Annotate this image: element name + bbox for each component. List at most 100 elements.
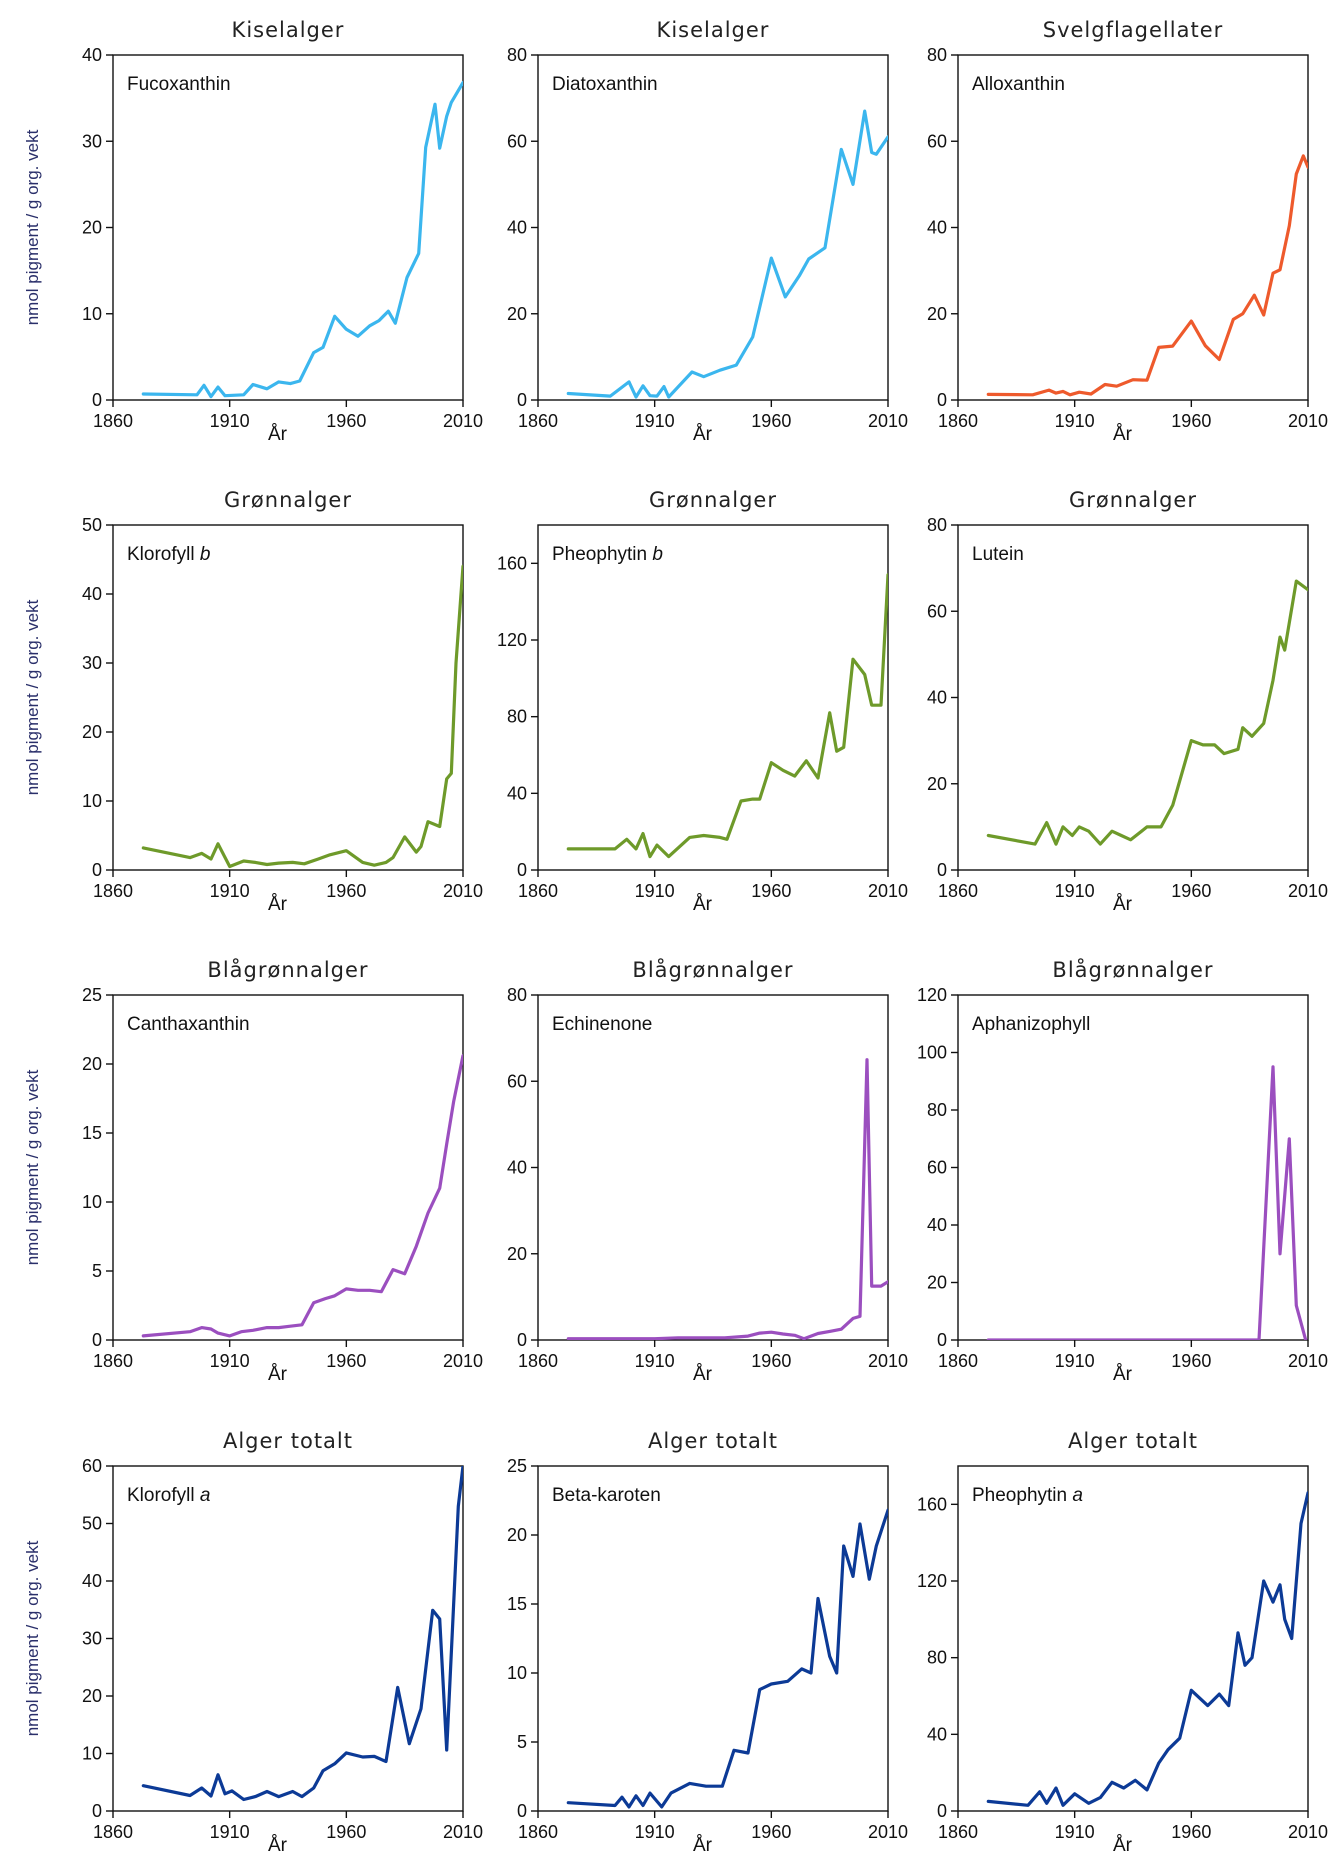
x-tick-label: 1960 xyxy=(326,1822,366,1842)
y-tick-label: 20 xyxy=(82,1054,102,1074)
x-tick-label: 2010 xyxy=(1288,1822,1328,1842)
plot-frame xyxy=(957,1465,1309,1812)
panel-title: Kiselalger xyxy=(657,18,770,42)
panel-title: Blågrønnalger xyxy=(207,957,368,982)
x-tick-label: 1910 xyxy=(1055,411,1095,431)
y-tick-label: 0 xyxy=(517,860,527,880)
y-axis-label: nmol pigment / g org. vekt xyxy=(23,1540,42,1736)
series-label: Diatoxanthin xyxy=(552,74,658,95)
x-axis-label: År xyxy=(1113,1364,1133,1385)
y-tick-label: 60 xyxy=(507,131,527,151)
chart-panel: 0 5 10 15 20 25 1860 1910 1960 2010 År Blågrønnalge… xyxy=(23,957,483,1385)
x-tick-label: 1960 xyxy=(326,881,366,901)
series-label: Klorofyll a xyxy=(127,1485,210,1506)
chart-panel: 0 5 10 15 20 25 1860 1910 1960 2010 År Alger totalt… xyxy=(507,1429,908,1856)
plot-frame xyxy=(112,524,464,871)
x-tick-label: 1910 xyxy=(1055,881,1095,901)
x-tick-label: 1960 xyxy=(751,1822,791,1842)
y-tick-label: 0 xyxy=(517,1330,527,1350)
series-label: Alloxanthin xyxy=(972,74,1065,95)
x-axis-label: År xyxy=(268,1835,288,1856)
y-tick-label: 80 xyxy=(927,45,947,65)
y-tick-label: 40 xyxy=(82,45,102,65)
y-tick-label: 40 xyxy=(507,1158,527,1178)
y-tick-label: 0 xyxy=(937,860,947,880)
y-tick-label: 0 xyxy=(517,390,527,410)
series-label: Pheophytin a xyxy=(972,1485,1083,1506)
y-tick-label: 0 xyxy=(937,1801,947,1821)
y-axis-label: nmol pigment / g org. vekt xyxy=(23,599,42,795)
y-tick-label: 20 xyxy=(927,304,947,324)
y-tick-label: 80 xyxy=(927,1100,947,1120)
data-series-line xyxy=(986,579,1308,846)
x-tick-label: 1860 xyxy=(93,411,133,431)
y-tick-label: 40 xyxy=(507,218,527,238)
plot-frame xyxy=(112,54,464,401)
x-tick-label: 1910 xyxy=(635,1822,675,1842)
series-label: Echinenone xyxy=(552,1014,652,1035)
panel-title: Grønnalger xyxy=(649,488,777,512)
x-tick-label: 2010 xyxy=(443,1822,483,1842)
y-tick-label: 80 xyxy=(507,707,527,727)
series-label: Fucoxanthin xyxy=(127,74,231,95)
x-tick-label: 1960 xyxy=(1171,411,1211,431)
y-tick-label: 60 xyxy=(927,601,947,621)
plot-frame xyxy=(537,54,889,401)
data-series-line xyxy=(566,1508,888,1809)
panel-title: Blågrønnalger xyxy=(632,957,793,982)
y-tick-label: 15 xyxy=(82,1123,102,1143)
series-label: Aphanizophyll xyxy=(972,1014,1090,1035)
series-label: Canthaxanthin xyxy=(127,1014,250,1035)
y-tick-label: 80 xyxy=(507,45,527,65)
y-tick-label: 0 xyxy=(92,860,102,880)
panel-title: Alger totalt xyxy=(648,1429,778,1453)
y-tick-label: 40 xyxy=(927,1215,947,1235)
x-tick-label: 1960 xyxy=(751,411,791,431)
y-tick-label: 80 xyxy=(507,985,527,1005)
x-tick-label: 2010 xyxy=(1288,411,1328,431)
y-axis-label: nmol pigment / g org. vekt xyxy=(23,1069,42,1265)
x-tick-label: 2010 xyxy=(443,881,483,901)
x-axis-label: År xyxy=(693,1364,713,1385)
y-tick-label: 10 xyxy=(82,1192,102,1212)
plot-frame xyxy=(112,1465,464,1812)
x-tick-label: 1860 xyxy=(518,411,558,431)
y-tick-label: 10 xyxy=(82,304,102,324)
y-tick-label: 40 xyxy=(82,584,102,604)
y-tick-label: 60 xyxy=(927,1158,947,1178)
x-tick-label: 1960 xyxy=(326,411,366,431)
x-tick-label: 1910 xyxy=(635,1351,675,1371)
y-tick-label: 10 xyxy=(507,1663,527,1683)
y-tick-label: 60 xyxy=(82,1456,102,1476)
series-label: Beta-karoten xyxy=(552,1485,661,1506)
chart-panel: 0 20 40 60 80 1860 1910 1960 2010 År Blågrønnalger… xyxy=(507,957,908,1385)
x-tick-label: 1860 xyxy=(938,881,978,901)
data-series-line xyxy=(566,109,888,399)
x-tick-label: 1910 xyxy=(1055,1351,1095,1371)
y-tick-label: 40 xyxy=(927,688,947,708)
y-tick-label: 120 xyxy=(917,1571,947,1591)
y-tick-label: 10 xyxy=(82,791,102,811)
x-tick-label: 1860 xyxy=(518,1351,558,1371)
y-tick-label: 10 xyxy=(82,1744,102,1764)
x-tick-label: 1910 xyxy=(635,411,675,431)
y-tick-label: 30 xyxy=(82,1629,102,1649)
x-axis-label: År xyxy=(268,894,288,915)
x-axis-label: År xyxy=(268,424,288,445)
x-tick-label: 1860 xyxy=(93,1822,133,1842)
y-tick-label: 100 xyxy=(917,1043,947,1063)
data-series-line xyxy=(141,80,463,399)
chart-panel: 0 40 80 120 160 1860 1910 1960 2010 År Alger total… xyxy=(917,1429,1328,1856)
y-tick-label: 120 xyxy=(917,985,947,1005)
chart-panel: 0 20 40 60 80 100 120 1860 1910 1960 2010 År Blågrøn… xyxy=(917,957,1328,1385)
x-axis-label: År xyxy=(268,1364,288,1385)
y-tick-label: 20 xyxy=(507,1525,527,1545)
x-tick-label: 2010 xyxy=(868,1351,908,1371)
x-tick-label: 2010 xyxy=(443,1351,483,1371)
y-tick-label: 160 xyxy=(917,1494,947,1514)
x-tick-label: 1860 xyxy=(938,1822,978,1842)
y-tick-label: 50 xyxy=(82,515,102,535)
x-tick-label: 1860 xyxy=(93,881,133,901)
panel-title: Svelgflagellater xyxy=(1043,18,1224,42)
